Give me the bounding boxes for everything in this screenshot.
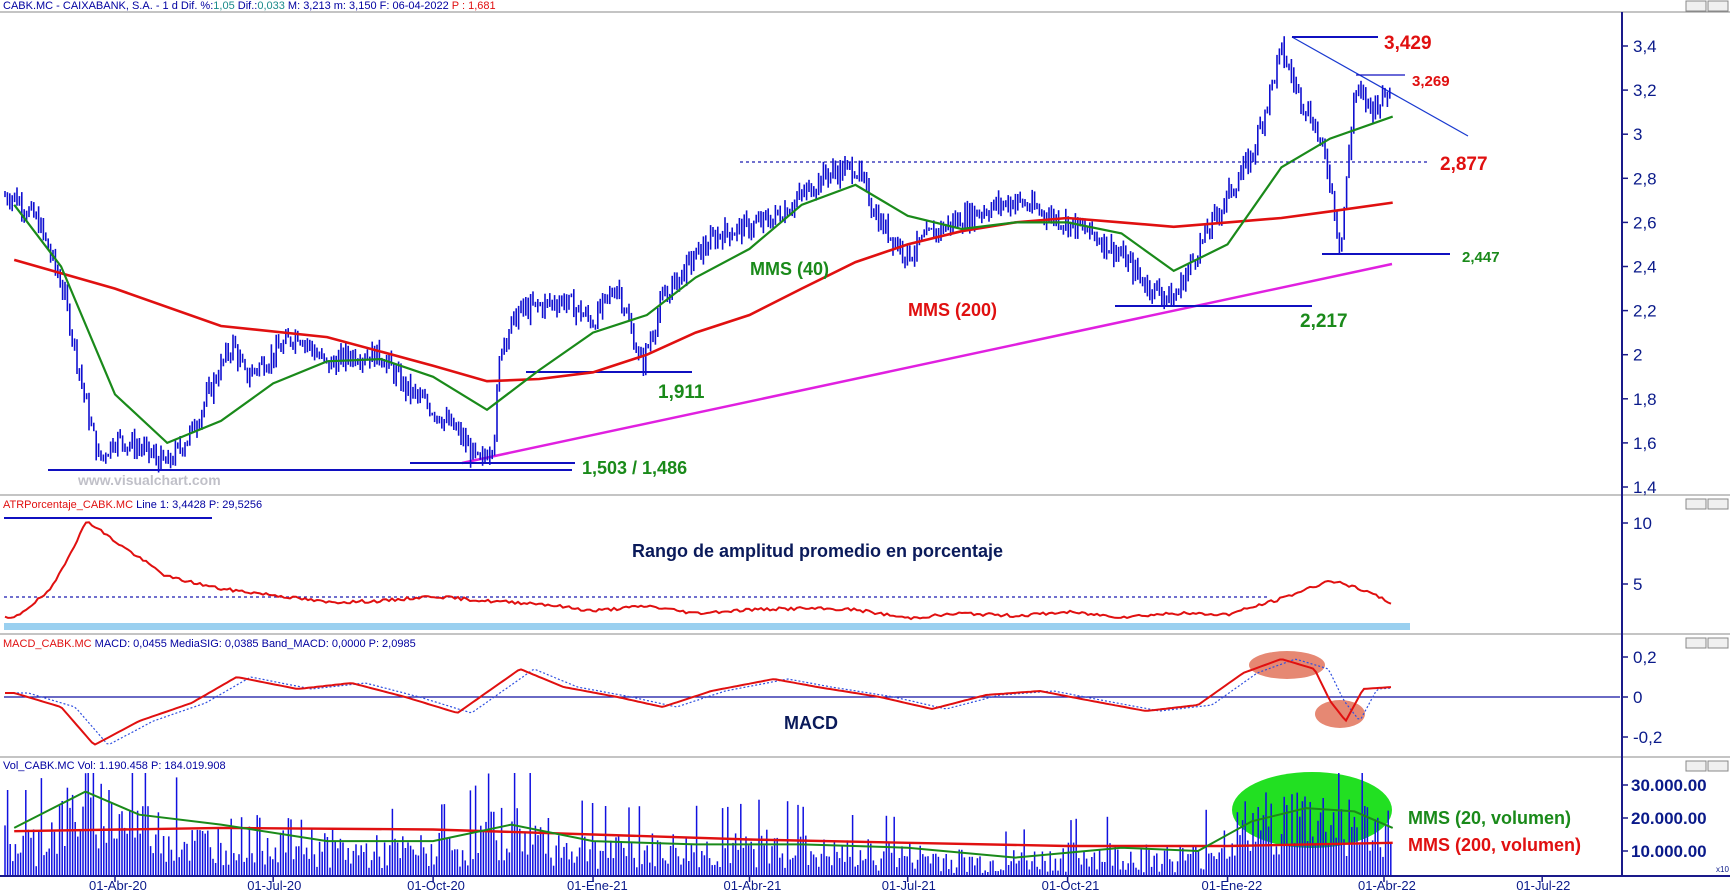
x-tick-label: 01-Oct-21 — [1042, 878, 1100, 892]
volume-maximize-button[interactable] — [1707, 760, 1729, 772]
annotation-1911: 1,911 — [658, 382, 705, 403]
price-tick-label: 3 — [1633, 125, 1642, 144]
panel-frames — [0, 11, 1730, 877]
x-tick-label: 01-Ene-21 — [567, 878, 628, 892]
annotation-2877: 2,877 — [1440, 154, 1488, 175]
price-tick-label: 3,2 — [1633, 81, 1657, 100]
label-volume-mms20: MMS (20, volumen) — [1408, 808, 1571, 828]
maximize-button[interactable] — [1707, 0, 1729, 12]
price-tick-label: 1,8 — [1633, 390, 1657, 409]
macd-tick-label: 0,2 — [1633, 648, 1657, 667]
macd-title: MACD — [784, 713, 838, 733]
x-tick-label: 01-Jul-21 — [882, 878, 936, 892]
volume-scale-corner: x10 — [1716, 865, 1729, 874]
price-tick-label: 2 — [1633, 346, 1642, 365]
volume-tick-label: 30.000.00 — [1631, 776, 1707, 795]
macd-minimize-button[interactable] — [1685, 637, 1707, 649]
price-tick-label: 2,6 — [1633, 213, 1657, 232]
uptrend-line — [461, 262, 1393, 465]
atr-panel — [4, 517, 1410, 630]
volume-panel — [4, 772, 1394, 875]
panel-buttons — [1685, 0, 1729, 772]
volume-tick-label: 20.000.00 — [1631, 809, 1707, 828]
macd-top-highlight — [1249, 651, 1325, 679]
atr-maximize-button[interactable] — [1707, 498, 1729, 510]
annotation-2447: 2,447 — [1462, 249, 1500, 266]
macd-tick-label: 0 — [1633, 688, 1642, 707]
price-tick-label: 3,4 — [1633, 37, 1657, 56]
atr-band — [4, 623, 1410, 630]
mms200-line — [13, 201, 1393, 383]
minimize-button[interactable] — [1685, 0, 1707, 12]
axes: 3,4 3,2 3 2,8 2,6 2,4 2,2 2 1,8 1,6 1,4 10 5 0,2 0 -0,2… — [89, 37, 1707, 892]
macd-tick-label: -0,2 — [1633, 728, 1662, 747]
price-header: CABK.MC - CAIXABANK, S.A. - 1 d Dif. %:1… — [3, 0, 496, 12]
x-tick-label: 01-Oct-20 — [407, 878, 465, 892]
label-mms40: MMS (40) — [750, 259, 829, 279]
macd-signal-line — [5, 658, 1392, 745]
volume-bars — [4, 773, 1392, 875]
watermark: www.visualchart.com — [77, 472, 221, 488]
macd-panel — [4, 651, 1620, 746]
annotation-3429: 3,429 — [1384, 33, 1432, 54]
annotation-2217: 2,217 — [1300, 311, 1348, 332]
annotation-3269: 3,269 — [1412, 73, 1450, 90]
x-tick-label: 01-Abr-22 — [1358, 878, 1416, 892]
macd-line — [5, 658, 1392, 746]
atr-header: ATRPorcentaje_CABK.MC Line 1: 3,4428 P: … — [3, 499, 262, 511]
annotation-1503-1486: 1,503 / 1,486 — [582, 458, 687, 478]
atr-title: Rango de amplitud promedio en porcentaje — [632, 541, 1003, 561]
price-tick-label: 1,4 — [1633, 478, 1657, 497]
x-tick-label: 01-Abr-21 — [724, 878, 782, 892]
volume-mms200-line — [14, 826, 1393, 848]
price-series — [4, 36, 1391, 473]
volume-minimize-button[interactable] — [1685, 760, 1707, 772]
volume-header: Vol_CABK.MC Vol: 1.190.458 P: 184.019.90… — [3, 760, 226, 772]
macd-header: MACD_CABK.MC MACD: 0,0455 MediaSIG: 0,03… — [3, 638, 416, 650]
macd-maximize-button[interactable] — [1707, 637, 1729, 649]
x-tick-label: 01-Abr-20 — [89, 878, 147, 892]
price-panel — [4, 36, 1469, 473]
x-tick-label: 01-Ene-22 — [1202, 878, 1263, 892]
downtrend-line — [1291, 36, 1469, 137]
atr-minimize-button[interactable] — [1685, 498, 1707, 510]
mms40-line — [13, 115, 1394, 445]
label-volume-mms200: MMS (200, volumen) — [1408, 835, 1581, 855]
x-tick-label: 01-Jul-22 — [1516, 878, 1570, 892]
atr-tick-label: 5 — [1633, 575, 1642, 594]
label-mms200: MMS (200) — [908, 300, 997, 320]
price-tick-label: 2,2 — [1633, 302, 1657, 321]
price-tick-label: 2,8 — [1633, 169, 1657, 188]
price-tick-label: 1,6 — [1633, 434, 1657, 453]
atr-tick-label: 10 — [1633, 514, 1652, 533]
x-tick-label: 01-Jul-20 — [247, 878, 301, 892]
atr-line — [4, 521, 1392, 621]
volume-tick-label: 10.000.00 — [1631, 842, 1707, 861]
volume-mms20-line — [13, 790, 1394, 859]
price-tick-label: 2,4 — [1633, 258, 1657, 277]
